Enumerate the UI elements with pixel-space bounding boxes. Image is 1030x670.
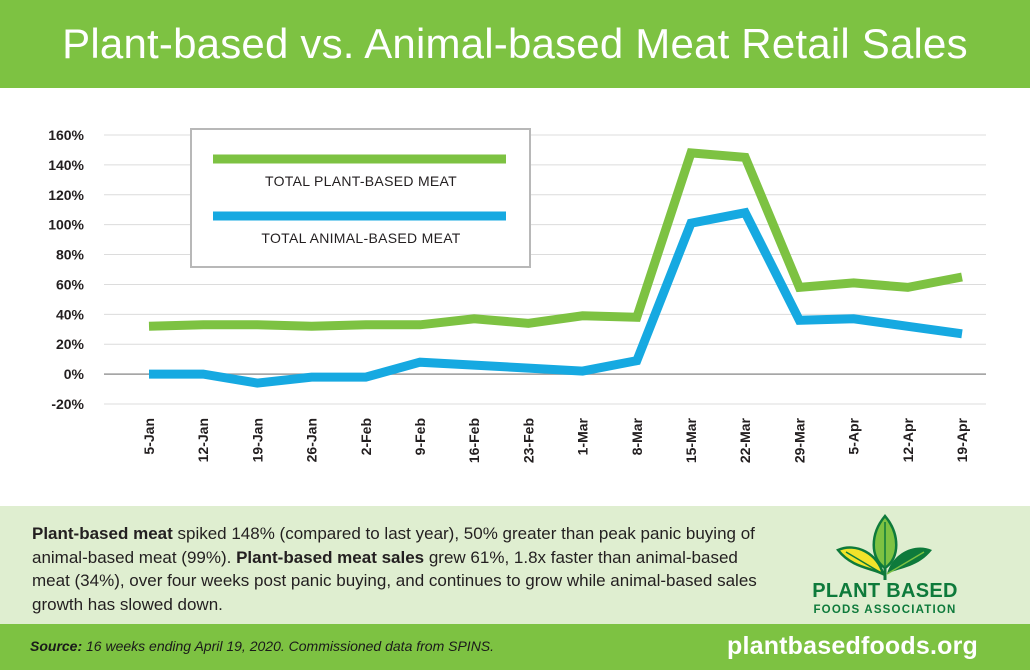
header-banner: Plant-based vs. Animal-based Meat Retail…	[0, 0, 1030, 88]
data-point-plant-based	[961, 276, 963, 278]
chart-svg: -20% 0% 20% 40% 60% 80% 100% 120% 140% 160% 5-Jan 1…	[48, 127, 986, 463]
x-tick-label: 5-Apr	[846, 417, 862, 454]
x-tick-label: 12-Apr	[900, 417, 916, 462]
data-point-plant-based	[148, 325, 150, 327]
y-tick-label: 120%	[48, 187, 84, 203]
y-tick-label: 0%	[64, 366, 85, 382]
x-tick-label: 15-Mar	[683, 417, 699, 463]
x-tick-label: 29-Mar	[791, 417, 807, 463]
x-tick-label: 8-Mar	[629, 417, 645, 455]
data-point-animal-based	[961, 333, 963, 335]
data-point-plant-based	[365, 324, 367, 326]
data-point-plant-based	[527, 322, 529, 324]
footer-bar: Source: 16 weeks ending April 19, 2020. …	[0, 624, 1030, 670]
data-point-animal-based	[744, 212, 746, 214]
y-tick-label: 60%	[56, 276, 85, 292]
x-tick-label: 12-Jan	[195, 418, 211, 462]
data-point-animal-based	[690, 222, 692, 224]
x-tick-label: 5-Jan	[141, 418, 157, 455]
plant-leaves-icon	[836, 514, 932, 580]
data-point-animal-based	[473, 364, 475, 366]
summary-panel: Plant-based meat spiked 148% (compared t…	[0, 506, 1030, 624]
data-point-animal-based	[148, 373, 150, 375]
legend-label: TOTAL ANIMAL-BASED MEAT	[261, 230, 460, 246]
x-tick-label: 1-Mar	[575, 417, 591, 455]
data-point-plant-based	[690, 152, 692, 154]
summary-bold-2: Plant-based meat sales	[236, 547, 425, 567]
data-point-plant-based	[582, 315, 584, 317]
data-point-animal-based	[907, 325, 909, 327]
y-tick-label: 40%	[56, 306, 85, 322]
source-note: Source: 16 weeks ending April 19, 2020. …	[30, 638, 494, 654]
data-point-animal-based	[311, 376, 313, 378]
data-point-animal-based	[798, 319, 800, 321]
x-tick-label: 19-Jan	[249, 418, 265, 462]
data-point-plant-based	[907, 286, 909, 288]
y-tick-label: 140%	[48, 157, 84, 173]
line-chart: -20% 0% 20% 40% 60% 80% 100% 120% 140% 160% 5-Jan 1…	[0, 88, 1030, 506]
x-tick-label: 2-Feb	[358, 418, 374, 455]
legend-box	[190, 128, 531, 268]
x-tick-label: 23-Feb	[520, 418, 536, 463]
y-tick-label: 20%	[56, 336, 85, 352]
data-point-plant-based	[419, 324, 421, 326]
series-line-animal-based	[149, 207, 963, 388]
data-point-plant-based	[798, 286, 800, 288]
y-tick-label: 160%	[48, 127, 84, 143]
y-tick-label: -20%	[51, 396, 84, 412]
y-tick-label: 80%	[56, 247, 85, 263]
page-title: Plant-based vs. Animal-based Meat Retail…	[62, 20, 968, 67]
x-tick-label: 16-Feb	[466, 418, 482, 463]
data-point-animal-based	[853, 318, 855, 320]
x-tick-label: 26-Jan	[304, 418, 320, 462]
data-point-animal-based	[636, 360, 638, 362]
data-point-animal-based	[582, 370, 584, 372]
data-point-plant-based	[202, 324, 204, 326]
y-tick-label: 100%	[48, 217, 84, 233]
legend-label: TOTAL PLANT-BASED MEAT	[265, 173, 457, 189]
data-point-plant-based	[311, 325, 313, 327]
x-tick-label: 22-Mar	[737, 417, 753, 463]
data-point-plant-based	[636, 316, 638, 318]
logo-name: PLANT BASED	[812, 580, 958, 602]
source-label: Source:	[30, 638, 83, 654]
data-point-plant-based	[744, 156, 746, 158]
series-line-plant-based	[148, 148, 963, 331]
data-point-plant-based	[853, 282, 855, 284]
x-tick-label: 9-Feb	[412, 418, 428, 455]
data-point-animal-based	[202, 373, 204, 375]
summary-bold-1: Plant-based meat	[32, 524, 173, 543]
data-point-animal-based	[256, 382, 258, 384]
summary-text: Plant-based meat spiked 148% (compared t…	[32, 522, 762, 616]
data-point-plant-based	[256, 324, 258, 326]
data-point-animal-based	[365, 376, 367, 378]
website-link[interactable]: plantbasedfoods.org	[726, 632, 978, 660]
pbfa-logo: PLANT BASED FOODS ASSOCIATION	[780, 512, 990, 622]
source-text: 16 weeks ending April 19, 2020. Commissi…	[82, 638, 495, 654]
data-point-animal-based	[527, 367, 529, 369]
x-tick-label: 19-Apr	[954, 417, 970, 462]
logo-subtitle: FOODS ASSOCIATION	[813, 604, 957, 616]
summary-text-2: grew 61%, 1.8x faster than animal-based …	[32, 547, 757, 614]
data-point-plant-based	[473, 318, 475, 320]
summary-text-1: spiked 148% (compared to last year), 50%…	[32, 524, 755, 567]
data-point-animal-based	[419, 361, 421, 363]
